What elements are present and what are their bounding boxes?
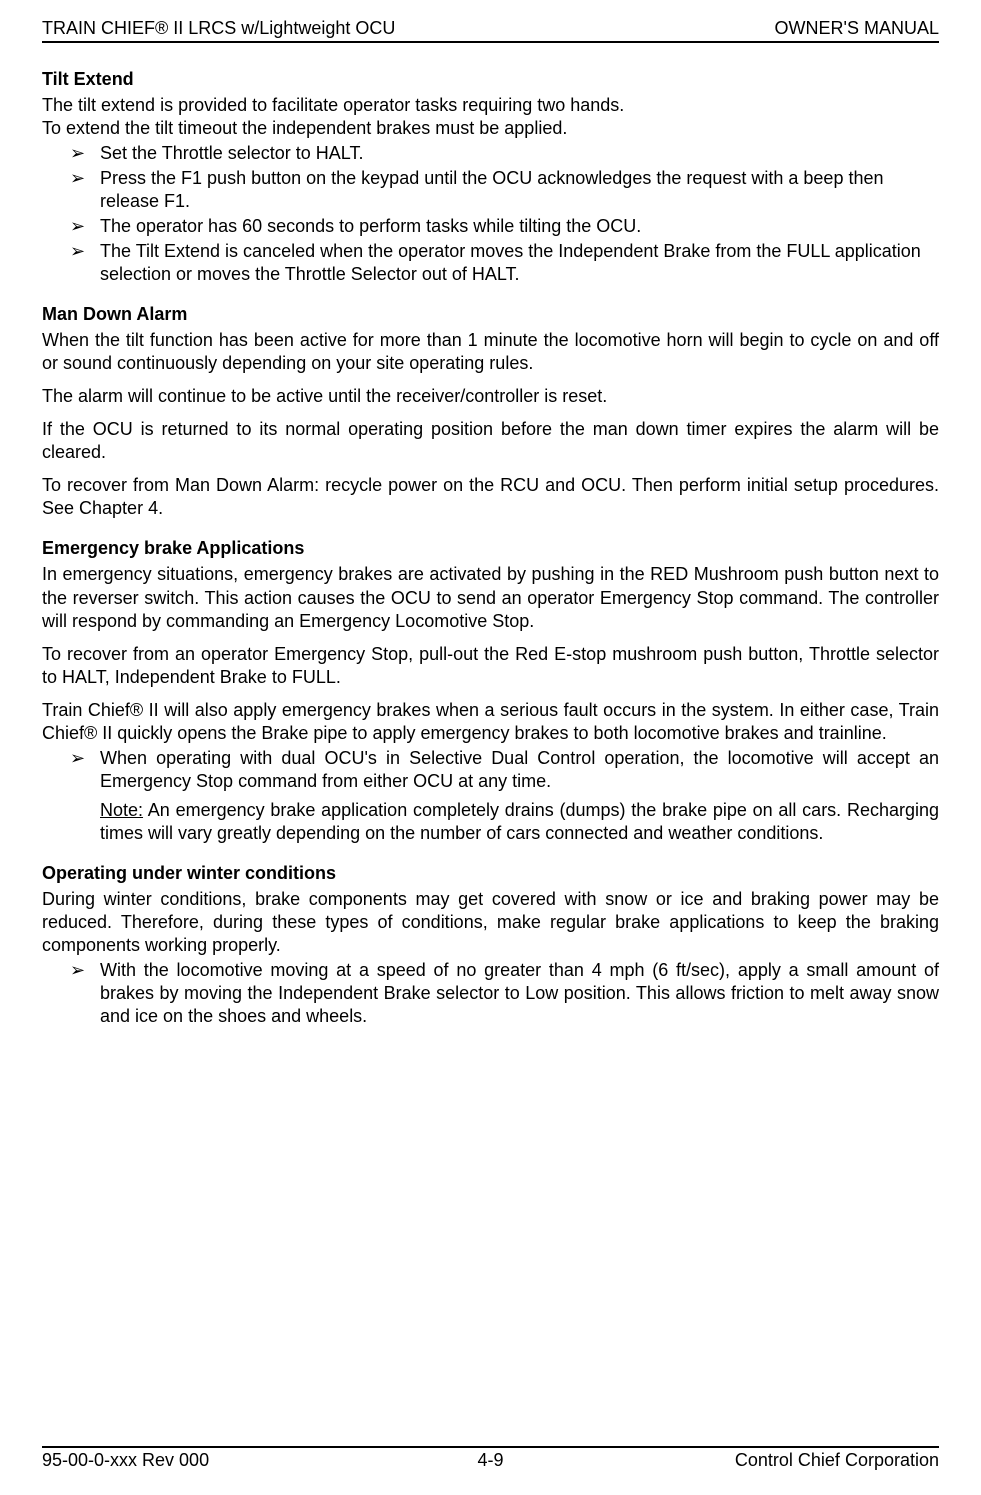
tilt-p2: To extend the tilt timeout the independe… xyxy=(42,117,939,140)
document-page: TRAIN CHIEF® II LRCS w/Lightweight OCU O… xyxy=(0,0,981,1495)
emergency-p2: To recover from an operator Emergency St… xyxy=(42,643,939,689)
page-footer: 95-00-0-xxx Rev 000 4-9 Control Chief Co… xyxy=(42,1446,939,1471)
mandown-p2: The alarm will continue to be active unt… xyxy=(42,385,939,408)
emergency-note-label: Note: xyxy=(100,800,143,820)
emergency-p1: In emergency situations, emergency brake… xyxy=(42,563,939,632)
tilt-bullet-3: The operator has 60 seconds to perform t… xyxy=(42,215,939,238)
tilt-p1: The tilt extend is provided to facilitat… xyxy=(42,94,939,117)
header-left: TRAIN CHIEF® II LRCS w/Lightweight OCU xyxy=(42,18,395,39)
emergency-bullet-1: When operating with dual OCU's in Select… xyxy=(42,747,939,793)
tilt-bullet-4: The Tilt Extend is canceled when the ope… xyxy=(42,240,939,286)
section-title-winter: Operating under winter conditions xyxy=(42,863,939,884)
tilt-bullet-1: Set the Throttle selector to HALT. xyxy=(42,142,939,165)
section-title-emergency: Emergency brake Applications xyxy=(42,538,939,559)
emergency-p3: Train Chief® II will also apply emergenc… xyxy=(42,699,939,745)
mandown-p3: If the OCU is returned to its normal ope… xyxy=(42,418,939,464)
emergency-bullets: When operating with dual OCU's in Select… xyxy=(42,747,939,793)
footer-center: 4-9 xyxy=(42,1450,939,1471)
header-right: OWNER'S MANUAL xyxy=(775,18,939,39)
winter-p1: During winter conditions, brake componen… xyxy=(42,888,939,957)
section-title-mandown: Man Down Alarm xyxy=(42,304,939,325)
tilt-bullets: Set the Throttle selector to HALT. Press… xyxy=(42,142,939,286)
winter-bullets: With the locomotive moving at a speed of… xyxy=(42,959,939,1028)
header-rule xyxy=(42,41,939,43)
emergency-note: Note: An emergency brake application com… xyxy=(42,799,939,845)
winter-bullet-1: With the locomotive moving at a speed of… xyxy=(42,959,939,1028)
tilt-bullet-2: Press the F1 push button on the keypad u… xyxy=(42,167,939,213)
mandown-p4: To recover from Man Down Alarm: recycle … xyxy=(42,474,939,520)
section-title-tilt: Tilt Extend xyxy=(42,69,939,90)
page-header: TRAIN CHIEF® II LRCS w/Lightweight OCU O… xyxy=(42,18,939,41)
footer-rule xyxy=(42,1446,939,1448)
emergency-note-body: An emergency brake application completel… xyxy=(100,800,939,843)
mandown-p1: When the tilt function has been active f… xyxy=(42,329,939,375)
